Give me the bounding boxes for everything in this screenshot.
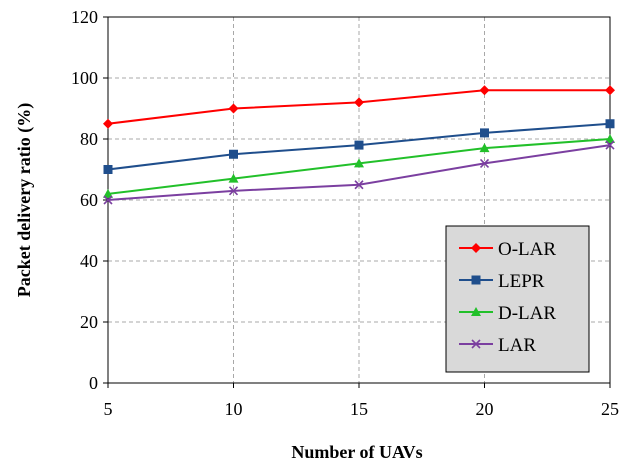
y-tick-label: 120: [71, 7, 98, 27]
data-point-o-lar: [103, 118, 113, 129]
data-point-d-lar: [605, 134, 615, 143]
data-point-o-lar: [228, 103, 239, 114]
legend: O-LAR LEPR D-LAR LAR: [445, 225, 590, 373]
legend-marker-d-lar: [471, 307, 481, 316]
data-point-d-lar: [479, 143, 490, 153]
y-tick-label: 100: [71, 68, 98, 88]
legend-marker-lar: [471, 339, 481, 349]
x-tick-label: 5: [104, 399, 113, 419]
legend-label-lepr: LEPR: [498, 271, 545, 292]
legend-label-o-lar: O-LAR: [498, 239, 556, 260]
x-tick-label: 20: [476, 399, 494, 419]
data-point-d-lar: [228, 173, 239, 183]
y-tick-label: 20: [80, 312, 98, 332]
data-point-o-lar: [605, 85, 615, 96]
data-point-lepr: [354, 140, 364, 150]
series-group: [103, 85, 615, 205]
x-tick-label: 10: [225, 399, 243, 419]
data-point-d-lar: [354, 158, 364, 168]
x-axis-title: Number of UAVs: [291, 442, 422, 462]
data-point-lar: [228, 186, 239, 196]
data-point-lepr: [103, 165, 113, 174]
data-point-lepr: [480, 128, 489, 138]
legend-marker-lepr: [471, 275, 481, 285]
x-tick-label: 15: [350, 399, 368, 419]
y-tick-label: 60: [80, 190, 98, 210]
data-point-lar: [354, 180, 364, 190]
data-point-o-lar: [354, 97, 364, 108]
y-axis-title: Packet delivery ratio (%): [14, 103, 35, 297]
data-point-o-lar: [479, 85, 490, 96]
y-tick-label: 40: [80, 251, 98, 271]
data-point-lepr: [605, 119, 615, 129]
data-point-lar: [605, 140, 615, 150]
data-point-lar: [103, 195, 113, 205]
data-point-lar: [479, 158, 490, 168]
y-tick-label: 80: [80, 129, 98, 149]
y-axis-ticks: 0 20 40 60 80 100 120: [71, 7, 108, 393]
data-point-d-lar: [103, 188, 113, 198]
legend-label-d-lar: D-LAR: [498, 303, 556, 324]
legend-label-lar: LAR: [498, 335, 536, 356]
data-point-lepr: [229, 149, 238, 159]
legend-marker-o-lar: [471, 243, 481, 253]
legend-box: [445, 225, 590, 373]
x-axis-ticks: 5 10 15 20 25: [104, 383, 619, 419]
y-tick-label: 0: [89, 373, 98, 393]
x-tick-label: 25: [601, 399, 619, 419]
